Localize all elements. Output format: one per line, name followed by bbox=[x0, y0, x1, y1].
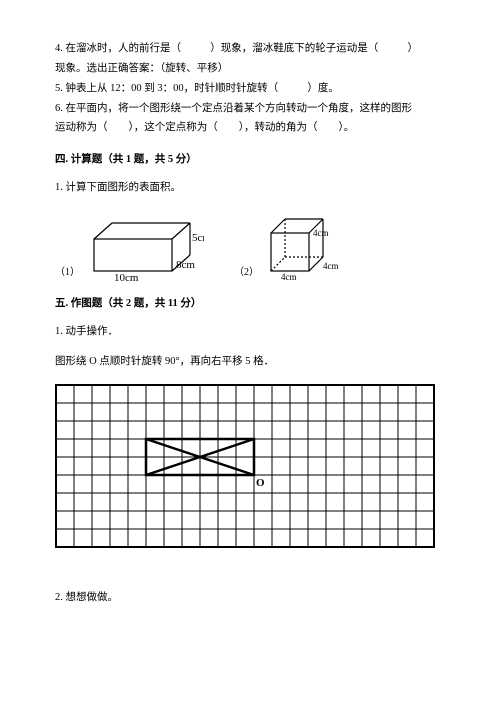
cuboid-w: 8cm bbox=[176, 259, 195, 271]
q6-line2: 运动称为（ ），这个定点称为（ ），转动的角为（ ）。 bbox=[55, 119, 445, 137]
grid-figure: O bbox=[55, 384, 445, 567]
cuboid-d: 10cm bbox=[114, 272, 139, 281]
section4-q1: 1. 计算下面图形的表面积。 bbox=[55, 179, 445, 197]
section5-q2: 2. 想想做做。 bbox=[55, 589, 445, 607]
grid-svg: O bbox=[55, 384, 435, 560]
cube-icon: 4cm 4cm 4cm bbox=[263, 211, 353, 281]
q5-text1: 5. 钟表上从 12：00 到 3：00，时针顺时针旋转（ bbox=[55, 83, 278, 94]
cube-group: （2） 4cm 4cm 4cm bbox=[234, 211, 353, 281]
cuboid-group: （1） 5cm 8cm 10cm bbox=[55, 211, 204, 281]
section5-q1-desc: 图形绕 O 点顺时针旋转 90°，再向右平移 5 格． bbox=[55, 353, 445, 371]
section5-q1: 1. 动手操作． bbox=[55, 323, 445, 341]
cube-c: 4cm bbox=[281, 272, 297, 281]
q4-text1: 4. 在溜冰时，人的前行是（ bbox=[55, 43, 181, 54]
figure-row: （1） 5cm 8cm 10cm （2） bbox=[55, 211, 445, 281]
cube-a: 4cm bbox=[313, 228, 329, 238]
section5-title: 五. 作图题（共 2 题，共 11 分） bbox=[55, 295, 445, 313]
cuboid-h: 5cm bbox=[192, 232, 204, 244]
q4-text3: ） bbox=[408, 43, 419, 54]
q4-text2: ）现象，溜冰鞋底下的轮子运动是（ bbox=[210, 43, 378, 54]
q6-line1: 6. 在平面内，将一个图形绕一个定点沿着某个方向转动一个角度，这样的图形 bbox=[55, 100, 445, 118]
cube-label: （2） bbox=[234, 264, 259, 281]
q5: 5. 钟表上从 12：00 到 3：00，时针顺时针旋转（ ）度。 bbox=[55, 80, 445, 98]
cuboid-icon: 5cm 8cm 10cm bbox=[84, 211, 204, 281]
section4-title: 四. 计算题（共 1 题，共 5 分） bbox=[55, 151, 445, 169]
q4-line1: 4. 在溜冰时，人的前行是（ ）现象，溜冰鞋底下的轮子运动是（ ） bbox=[55, 40, 445, 58]
q4-line2: 现象。选出正确答案：（旋转、平移） bbox=[55, 60, 445, 78]
cuboid-label: （1） bbox=[55, 264, 80, 281]
q5-text2: ）度。 bbox=[307, 83, 339, 94]
cube-b: 4cm bbox=[323, 261, 339, 271]
svg-text:O: O bbox=[256, 477, 265, 489]
